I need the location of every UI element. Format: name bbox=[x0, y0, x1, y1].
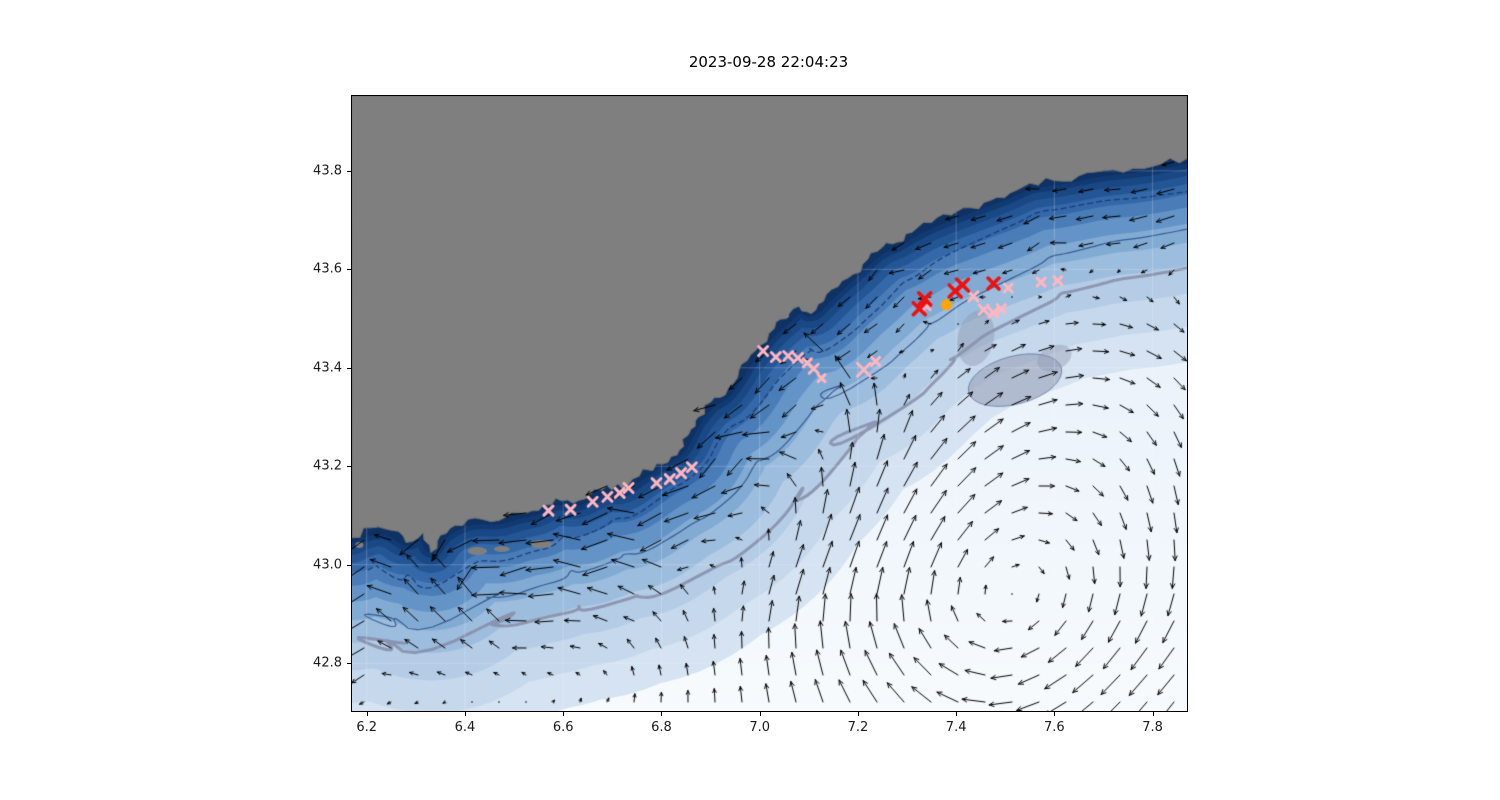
y-tick-label: 43.4 bbox=[313, 360, 342, 376]
x-tick-mark bbox=[1152, 711, 1154, 716]
x-tick-mark bbox=[956, 711, 958, 716]
y-tick-mark bbox=[347, 367, 352, 369]
x-tick-mark bbox=[464, 711, 466, 716]
x-tick-label: 6.6 bbox=[552, 720, 574, 735]
y-tick-label: 43.0 bbox=[313, 557, 342, 573]
y-tick-label: 42.8 bbox=[313, 655, 342, 671]
x-tick-label: 7.8 bbox=[1142, 720, 1163, 735]
x-tick-label: 7.4 bbox=[945, 720, 967, 735]
map-canvas bbox=[352, 96, 1187, 711]
y-tick-mark bbox=[347, 663, 352, 665]
map-plot: 6.2 6.4 6.6 6.8 7.0 7.2 7.4 7.6 7.8 42.8 43.0 43.2… bbox=[313, 95, 1188, 735]
y-tick-label: 43.8 bbox=[313, 163, 342, 179]
y-tick-label: 43.2 bbox=[313, 458, 342, 474]
x-tick-mark bbox=[661, 711, 663, 716]
x-tick-label: 6.4 bbox=[454, 720, 476, 735]
x-tick-label: 7.2 bbox=[847, 720, 869, 735]
plot-title: 2023-09-28 22:04:23 bbox=[688, 53, 849, 71]
y-tick-mark bbox=[347, 170, 352, 172]
x-tick-label: 6.8 bbox=[651, 720, 672, 735]
x-tick-mark bbox=[759, 711, 761, 716]
x-tick-mark bbox=[563, 711, 565, 716]
x-tick-mark bbox=[366, 711, 368, 716]
x-tick-mark bbox=[857, 711, 859, 716]
y-tick-mark bbox=[347, 269, 352, 271]
x-tick-label: 6.2 bbox=[356, 720, 378, 735]
x-tick-label: 7.6 bbox=[1044, 720, 1065, 735]
y-tick-mark bbox=[347, 564, 352, 566]
y-tick-label: 43.6 bbox=[313, 261, 342, 277]
x-tick-mark bbox=[1054, 711, 1056, 716]
x-tick-label: 7.0 bbox=[749, 720, 771, 735]
y-tick-mark bbox=[347, 466, 352, 468]
